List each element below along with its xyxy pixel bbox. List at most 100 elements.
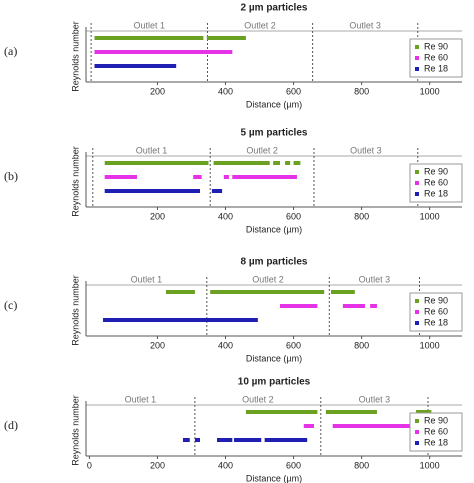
- x-tick-label: 800: [354, 340, 369, 350]
- legend-swatch: [415, 45, 419, 49]
- x-tick-label: 1000: [420, 86, 440, 96]
- legend-swatch: [415, 170, 419, 174]
- segment: [273, 161, 280, 165]
- segment: [94, 64, 177, 68]
- legend-swatch: [415, 441, 419, 445]
- chart-title: 5 µm particles: [241, 128, 308, 139]
- x-axis-label: Distance (µm): [246, 99, 302, 109]
- segment: [416, 410, 432, 414]
- segment: [332, 424, 411, 428]
- chart-panel: (c) 8 µm particles Reynolds number 200 400 60…: [4, 257, 463, 363]
- panel-label: (b): [4, 169, 18, 183]
- segment: [234, 438, 262, 442]
- legend-label: Re 60: [424, 177, 448, 187]
- x-tick-label: 200: [150, 460, 165, 470]
- segment: [206, 36, 246, 40]
- segment: [293, 161, 301, 165]
- outlet-label: Outlet 1: [136, 145, 168, 155]
- segment: [103, 318, 258, 322]
- segment: [194, 438, 200, 442]
- segment: [370, 304, 377, 308]
- segment: [94, 36, 204, 40]
- outlet-label: Outlet 1: [125, 394, 157, 404]
- chart-panel: (a) 2 µm particles Reynolds number 200 400 60…: [4, 3, 463, 109]
- x-tick-label: 800: [354, 460, 369, 470]
- segment: [104, 161, 209, 165]
- y-axis-label: Reynolds number: [70, 395, 80, 466]
- legend-swatch: [415, 430, 419, 434]
- x-tick-label: 800: [354, 211, 369, 221]
- x-tick-label: 600: [286, 86, 301, 96]
- x-tick-label: 1000: [420, 340, 440, 350]
- segment: [94, 50, 233, 54]
- segment: [342, 304, 366, 308]
- x-tick-label: 200: [150, 211, 165, 221]
- x-tick-label: 400: [218, 86, 233, 96]
- x-tick-label: 400: [218, 340, 233, 350]
- segment: [245, 410, 318, 414]
- chart-panel: (d) 10 µm particles Reynolds number 0 200 400…: [4, 377, 463, 483]
- outlet-label: Outlet 1: [131, 274, 163, 284]
- x-tick-label: 400: [218, 460, 233, 470]
- x-tick-label: 1000: [420, 460, 440, 470]
- segment: [104, 175, 138, 179]
- panel-label: (d): [4, 418, 18, 432]
- segment: [193, 175, 202, 179]
- outlet-label: Outlet 2: [246, 145, 278, 155]
- legend-label: Re 18: [424, 437, 448, 447]
- x-axis-label: Distance (µm): [246, 353, 302, 363]
- outlet-label: Outlet 1: [134, 20, 166, 30]
- x-axis-label: Distance (µm): [246, 473, 302, 483]
- legend-label: Re 90: [424, 415, 448, 425]
- legend-swatch: [415, 67, 419, 71]
- y-axis-label: Reynolds number: [70, 21, 80, 92]
- legend-label: Re 18: [424, 317, 448, 327]
- segment: [104, 189, 200, 193]
- segment: [232, 175, 297, 179]
- segment: [213, 161, 270, 165]
- legend-swatch: [415, 299, 419, 303]
- legend-label: Re 18: [424, 63, 448, 73]
- legend-swatch: [415, 192, 419, 196]
- segment: [211, 189, 223, 193]
- segment: [279, 304, 318, 308]
- outlet-label: Outlet 3: [350, 145, 382, 155]
- segment: [285, 161, 291, 165]
- segment: [210, 290, 325, 294]
- legend-swatch: [415, 56, 419, 60]
- legend-swatch: [415, 419, 419, 423]
- segment: [325, 410, 377, 414]
- segment: [217, 438, 233, 442]
- legend-label: Re 60: [424, 306, 448, 316]
- x-tick-label: 600: [286, 340, 301, 350]
- y-axis-label: Reynolds number: [70, 146, 80, 217]
- legend-swatch: [415, 321, 419, 325]
- chart-title: 10 µm particles: [238, 377, 311, 388]
- segment: [330, 290, 355, 294]
- x-tick-label: 600: [286, 460, 301, 470]
- x-tick-label: 400: [218, 211, 233, 221]
- outlet-label: Outlet 2: [242, 394, 274, 404]
- segment: [303, 424, 314, 428]
- x-tick-label: 1000: [420, 211, 440, 221]
- segment: [165, 290, 195, 294]
- x-tick-label: 200: [150, 86, 165, 96]
- x-tick-label: 200: [150, 340, 165, 350]
- y-axis-label: Reynolds number: [70, 275, 80, 346]
- outlet-label: Outlet 3: [359, 274, 391, 284]
- x-tick-label: 600: [286, 211, 301, 221]
- panel-label: (a): [4, 44, 17, 58]
- x-tick-label: 0: [87, 460, 92, 470]
- segment: [223, 175, 229, 179]
- legend-label: Re 90: [424, 166, 448, 176]
- x-tick-label: 800: [354, 86, 369, 96]
- outlet-label: Outlet 3: [349, 20, 381, 30]
- legend-label: Re 18: [424, 188, 448, 198]
- outlet-label: Outlet 2: [252, 274, 284, 284]
- chart-panel: (b) 5 µm particles Reynolds number 200 400 60…: [4, 128, 463, 234]
- legend-label: Re 60: [424, 52, 448, 62]
- segment: [182, 438, 190, 442]
- legend-swatch: [415, 181, 419, 185]
- legend-swatch: [415, 310, 419, 314]
